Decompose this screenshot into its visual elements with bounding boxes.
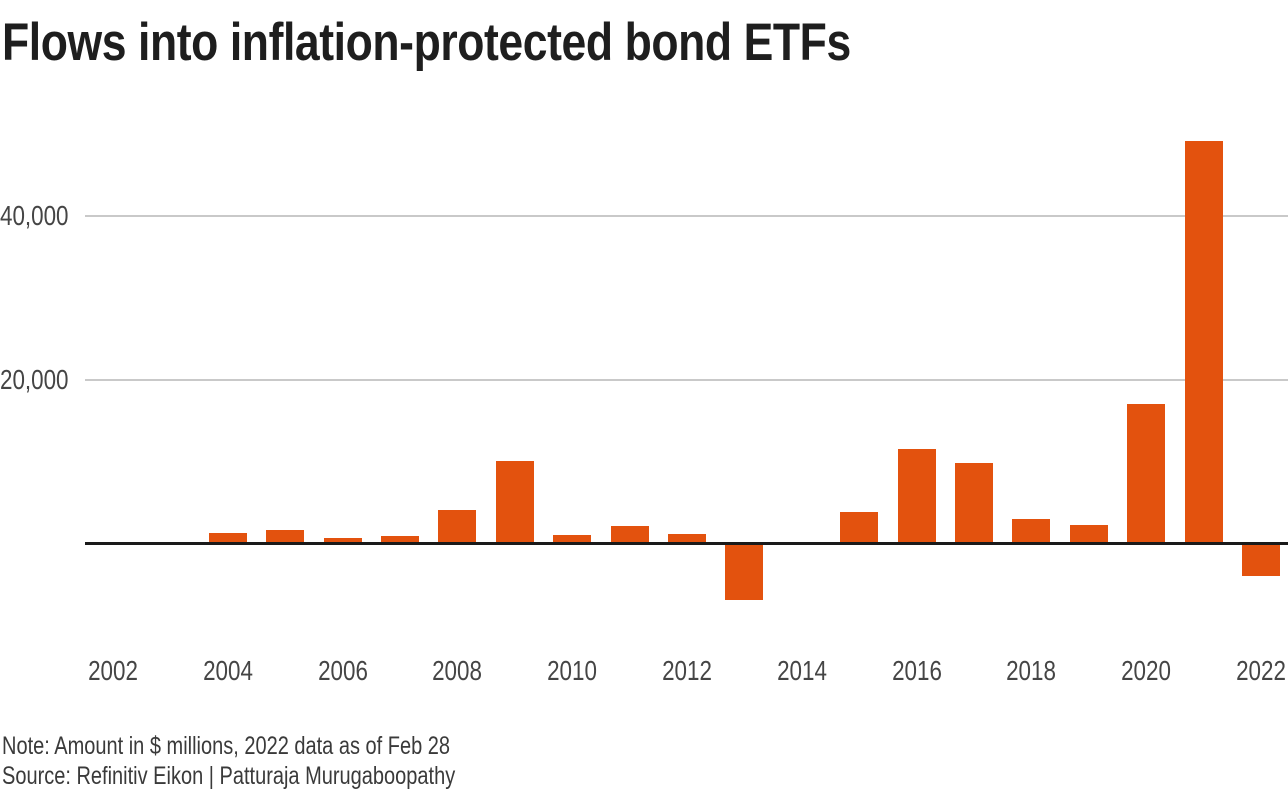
- bar-2020: [1127, 403, 1166, 544]
- x-axis-label-2010: 2010: [547, 655, 598, 686]
- gridline-40000: [85, 215, 1288, 217]
- bar-2016: [897, 448, 936, 544]
- x-axis-label-2006: 2006: [317, 655, 368, 686]
- x-axis-label-2012: 2012: [662, 655, 712, 686]
- x-axis-label-2014: 2014: [776, 655, 827, 686]
- x-axis-label-2018: 2018: [1006, 655, 1057, 686]
- x-axis-zero-line: [85, 542, 1288, 545]
- bar-2004: [208, 533, 247, 544]
- bar-2005: [266, 530, 305, 544]
- y-axis-label-40000: 40,000: [0, 200, 69, 231]
- x-axis-label-2020: 2020: [1121, 655, 1172, 686]
- bar-2010: [553, 534, 592, 544]
- bar-2018: [1012, 519, 1051, 544]
- bar-2006: [323, 538, 362, 544]
- x-axis-label-2022: 2022: [1236, 655, 1286, 686]
- x-axis-label-2008: 2008: [432, 655, 483, 686]
- bar-2022: [1242, 544, 1280, 576]
- bar-2021: [1184, 140, 1223, 544]
- chart-source: Source: Refinitiv Eikon | Patturaja Muru…: [2, 762, 456, 790]
- bar-2017: [955, 462, 993, 544]
- gridline-20000: [85, 379, 1288, 381]
- bar-2019: [1069, 524, 1108, 544]
- bar-2011: [610, 525, 649, 544]
- x-axis-label-2002: 2002: [88, 655, 138, 686]
- bar-2012: [668, 534, 706, 544]
- bar-2015: [840, 512, 879, 544]
- x-axis-label-2004: 2004: [202, 655, 253, 686]
- bar-2008: [438, 509, 477, 544]
- bar-2007: [381, 535, 419, 544]
- bar-2009: [495, 461, 534, 544]
- x-axis-label-2016: 2016: [891, 655, 942, 686]
- chart-note: Note: Amount in $ millions, 2022 data as…: [2, 732, 451, 760]
- chart-title: Flows into inflation-protected bond ETFs: [2, 13, 851, 72]
- bar-2013: [725, 544, 764, 600]
- y-axis-label-20000: 20,000: [0, 364, 69, 395]
